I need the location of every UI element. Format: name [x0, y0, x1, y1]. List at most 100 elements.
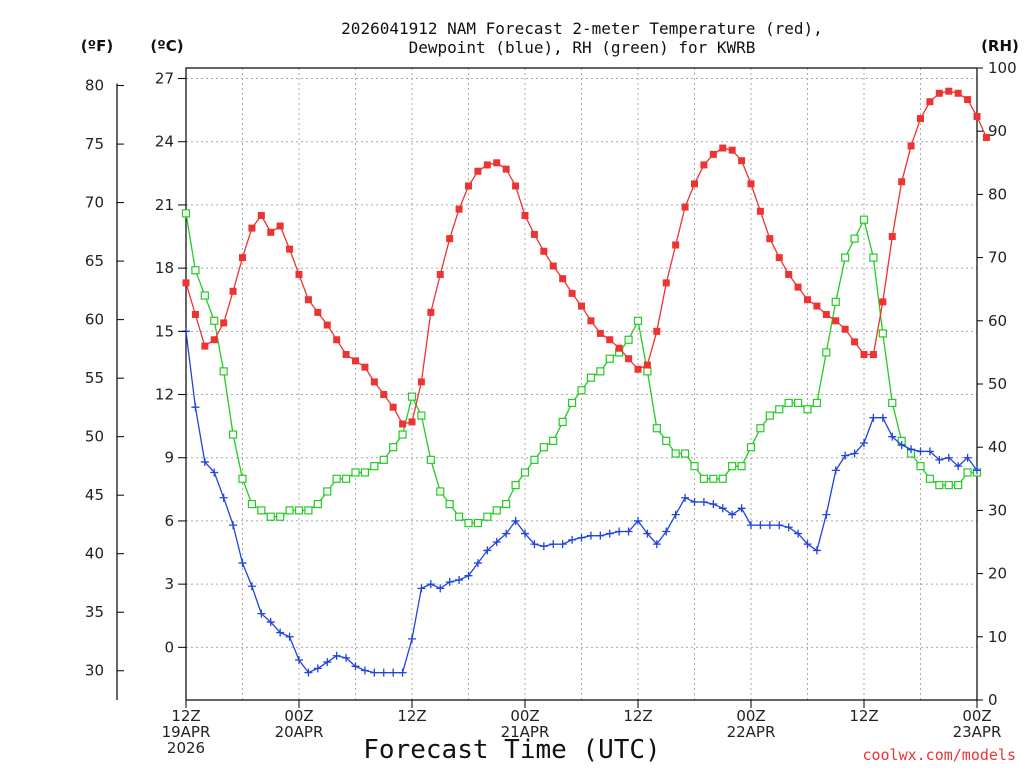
- dewpoint-point: [963, 453, 972, 462]
- rh-point: [662, 436, 671, 445]
- time-tick-label: 12Z: [397, 707, 426, 725]
- rh-point: [332, 474, 341, 483]
- fahrenheit-tick-label: 55: [85, 369, 104, 387]
- temperature-point: [465, 182, 472, 190]
- dewpoint-point: [803, 540, 812, 549]
- rh-point: [925, 474, 935, 483]
- celsius-tick-label: 21: [155, 196, 174, 214]
- rh-point: [445, 499, 454, 509]
- temperature-line: [185, 90, 987, 425]
- rh-point: [633, 316, 643, 325]
- dewpoint-point: [313, 664, 322, 673]
- dewpoint-point: [652, 540, 661, 549]
- dewpoint-point: [257, 609, 266, 618]
- celsius-unit-label: (ºC): [150, 37, 183, 55]
- time-tick-label: 20APR: [275, 723, 324, 741]
- temperature-point: [474, 167, 482, 175]
- temperature-point: [879, 298, 887, 306]
- dewpoint-point: [219, 493, 228, 502]
- rh-tick-label: 30: [988, 501, 1007, 519]
- rh-point: [341, 474, 351, 483]
- chart-title-line1: 2026041912 NAM Forecast 2-meter Temperat…: [341, 19, 823, 38]
- rh-point: [191, 266, 200, 275]
- dewpoint-line: [185, 331, 978, 674]
- grid-lines: [186, 68, 977, 700]
- temperature-point: [323, 321, 331, 329]
- dewpoint-point: [775, 521, 784, 530]
- time-tick-label: 23APR: [953, 723, 1002, 741]
- rh-point: [473, 518, 483, 528]
- temperature-point: [483, 161, 491, 169]
- temperature-point: [446, 235, 454, 243]
- temperature-point: [738, 157, 746, 165]
- rh-point: [859, 215, 869, 224]
- temperature-point: [606, 336, 614, 344]
- rh-point: [803, 405, 812, 414]
- celsius-tick-label: 24: [155, 133, 174, 151]
- temperature-point: [342, 351, 350, 359]
- axes: 8075706560555045403530272421181512963010…: [85, 59, 1017, 757]
- dewpoint-point: [615, 527, 624, 536]
- rh-point: [680, 449, 690, 458]
- temperature-point: [926, 98, 934, 106]
- rh-point: [266, 512, 275, 521]
- dewpoint-point: [558, 540, 567, 549]
- dewpoint-point: [408, 634, 416, 643]
- rh-tick-label: 10: [988, 628, 1007, 646]
- dewpoint-point: [370, 668, 379, 677]
- rh-point: [558, 417, 567, 427]
- rh-point: [181, 209, 191, 218]
- dewpoint-point: [304, 668, 313, 677]
- rh-point: [257, 506, 266, 515]
- dewpoint-point: [634, 516, 642, 525]
- time-tick-label: 12Z: [849, 707, 878, 725]
- dewpoint-point: [718, 504, 727, 513]
- fahrenheit-tick-label: 50: [85, 428, 104, 446]
- rh-point: [228, 430, 238, 439]
- temperature-point: [276, 222, 284, 230]
- temperature-point: [794, 283, 802, 291]
- rh-point: [878, 329, 887, 338]
- rh-point: [709, 474, 718, 483]
- temperature-point: [210, 336, 218, 344]
- temperature-point: [813, 302, 821, 310]
- temperature-point: [370, 378, 378, 386]
- dewpoint-point: [699, 497, 708, 506]
- celsius-tick-label: 15: [155, 322, 174, 340]
- rh-point: [492, 506, 501, 515]
- temperature-point: [634, 365, 642, 373]
- rh-point: [699, 474, 709, 483]
- dewpoint-point: [332, 651, 341, 660]
- temperature-point: [502, 165, 510, 173]
- dewpoint-point: [812, 546, 821, 555]
- fahrenheit-tick-label: 60: [85, 311, 104, 329]
- rh-point: [370, 462, 379, 471]
- rh-tick-label: 100: [988, 59, 1017, 77]
- rh-point: [822, 348, 831, 357]
- dewpoint-point: [709, 500, 718, 509]
- rh-tick-label: 90: [988, 122, 1007, 140]
- temperature-point: [728, 146, 736, 154]
- fahrenheit-unit-label: (ºF): [81, 37, 113, 55]
- rh-series: [181, 209, 982, 528]
- dewpoint-point: [841, 451, 850, 460]
- dewpoint-point: [690, 497, 699, 506]
- rh-point: [398, 430, 407, 439]
- dewpoint-point: [342, 653, 351, 662]
- dewpoint-point: [850, 449, 859, 458]
- rh-point: [502, 499, 511, 509]
- rh-tick-label: 50: [988, 375, 1007, 393]
- rh-point: [567, 398, 577, 408]
- dewpoint-point: [662, 527, 671, 536]
- dewpoint-point: [285, 632, 294, 641]
- dewpoint-point: [747, 521, 755, 530]
- dewpoint-point: [455, 575, 464, 584]
- temperature-point: [653, 327, 661, 335]
- dewpoint-point: [756, 521, 765, 530]
- rh-unit-label: (RH): [981, 37, 1019, 55]
- dewpoint-point: [831, 466, 840, 475]
- temperature-point: [766, 235, 774, 243]
- rh-point: [888, 398, 897, 408]
- rh-point: [407, 392, 417, 401]
- dewpoint-point: [784, 523, 793, 532]
